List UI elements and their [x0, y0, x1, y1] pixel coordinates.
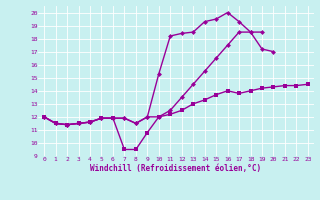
X-axis label: Windchill (Refroidissement éolien,°C): Windchill (Refroidissement éolien,°C) — [91, 164, 261, 173]
